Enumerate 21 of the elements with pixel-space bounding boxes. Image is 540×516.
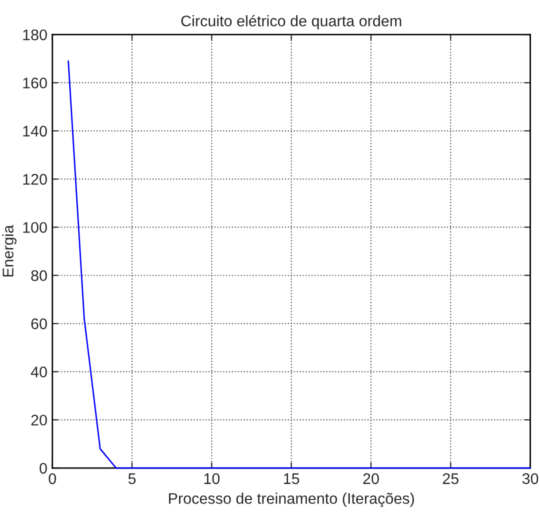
x-tick-label: 20 (363, 473, 379, 484)
y-tick-label: 160 (23, 78, 47, 88)
x-tick-label: 25 (442, 473, 458, 484)
y-tick-label: 100 (23, 222, 47, 233)
y-tick-label: 180 (23, 29, 47, 40)
y-tick-label: 140 (23, 126, 47, 137)
y-tick-label: 40 (30, 366, 47, 378)
y-tick-label: 20 (31, 414, 47, 426)
x-tick-label: 5 (128, 473, 136, 484)
x-tick-label: 10 (204, 473, 220, 484)
y-tick-label: 120 (23, 174, 47, 185)
line-series (68, 60, 531, 469)
y-tick-label: 80 (31, 270, 47, 282)
chart-title: Circuito elétrico de quarta ordem (181, 14, 402, 30)
x-axis-title: Processo de treinamento (Iterações) (169, 492, 414, 507)
x-tick-label: 15 (284, 473, 300, 484)
y-tick-label: 60 (31, 318, 47, 330)
x-tick-label: 0 (48, 473, 56, 484)
y-tick-label: 0 (40, 462, 47, 474)
x-tick-label: 30 (522, 473, 538, 484)
y-axis-title: Energia (2, 224, 16, 276)
